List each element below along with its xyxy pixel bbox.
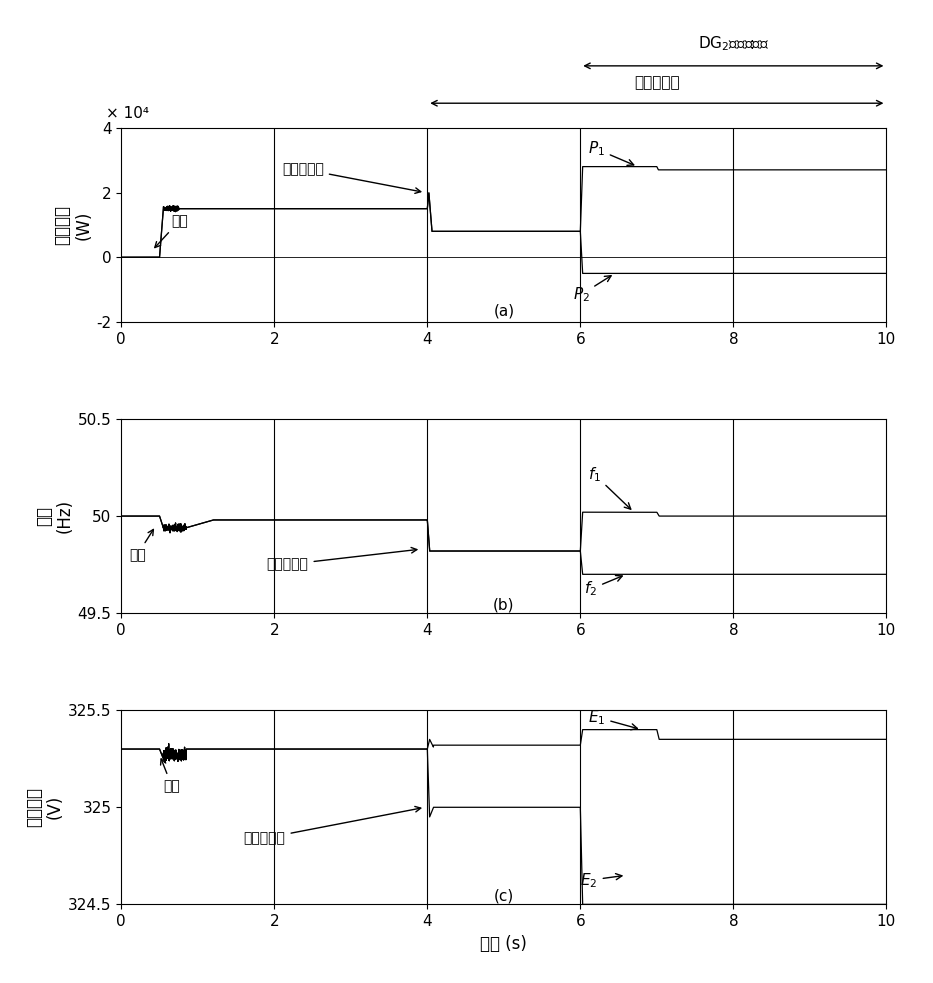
Text: $f_1$: $f_1$: [588, 465, 631, 509]
Text: $P_1$: $P_1$: [588, 140, 634, 165]
Y-axis label: 有功功率
(W): 有功功率 (W): [53, 204, 92, 245]
Text: $E_2$: $E_2$: [580, 871, 622, 890]
Text: 空载: 空载: [155, 214, 188, 248]
Text: 通信线故障: 通信线故障: [282, 162, 421, 194]
Text: (a): (a): [494, 304, 514, 318]
Text: $E_1$: $E_1$: [588, 708, 637, 729]
Y-axis label: 频率
(Hz): 频率 (Hz): [35, 499, 74, 533]
Text: 通信线故障: 通信线故障: [244, 806, 421, 845]
Text: 空载: 空载: [160, 759, 180, 793]
Text: (b): (b): [493, 598, 515, 612]
Text: 空载: 空载: [129, 530, 153, 562]
Text: 通信线故障: 通信线故障: [634, 76, 679, 90]
Text: DG$_2$脱离微电网: DG$_2$脱离微电网: [698, 34, 769, 53]
Text: $f_2$: $f_2$: [584, 575, 622, 599]
Text: 通信线故障: 通信线故障: [267, 548, 417, 571]
Y-axis label: 电压幅値
(V): 电压幅値 (V): [25, 787, 63, 828]
Text: (c): (c): [494, 889, 514, 903]
Text: × 10⁴: × 10⁴: [106, 106, 149, 121]
X-axis label: 时间 (s): 时间 (s): [480, 935, 527, 953]
Text: $P_2$: $P_2$: [573, 275, 611, 304]
